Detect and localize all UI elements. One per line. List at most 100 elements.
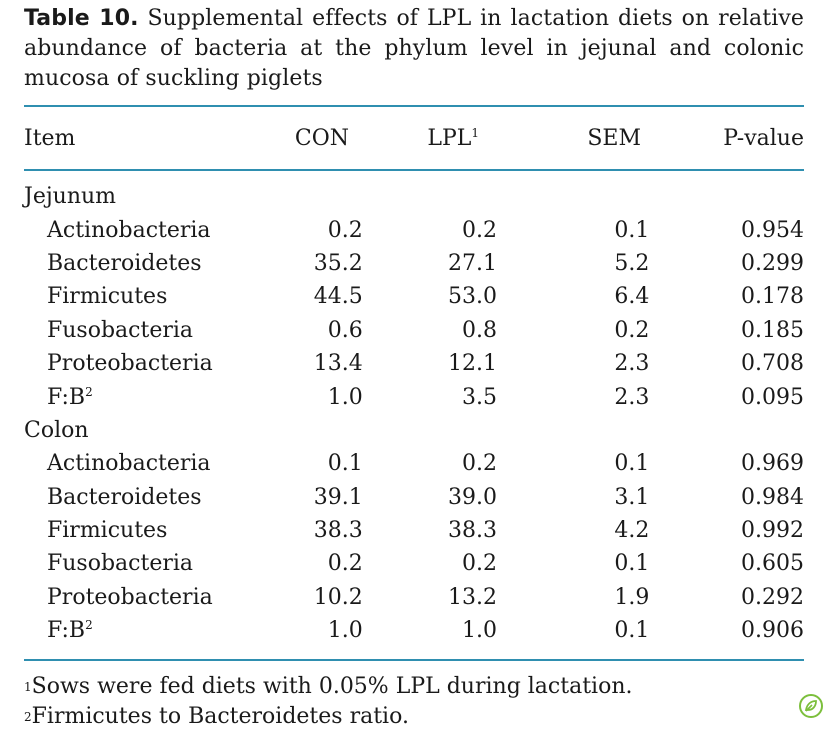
cell-lpl: 53.0 bbox=[447, 284, 497, 310]
cell-con: 38.3 bbox=[313, 518, 363, 544]
cell-con: 35.2 bbox=[313, 250, 363, 276]
header-lpl: LPL1 bbox=[349, 120, 491, 156]
cell-item: Actinobacteria bbox=[24, 213, 272, 246]
cell-con: 0.1 bbox=[327, 451, 363, 477]
cell-item: Bacteroidetes bbox=[24, 247, 272, 280]
table-row: Proteobacteria 13.4 12.1 2.3 0.708 bbox=[24, 347, 804, 380]
cell-item-label: Actinobacteria bbox=[47, 451, 211, 477]
cell-p: 0.708 bbox=[741, 351, 804, 377]
header-item: Item bbox=[24, 125, 76, 151]
table-row: Fusobacteria 0.2 0.2 0.1 0.605 bbox=[24, 547, 804, 580]
bottom-rule bbox=[24, 659, 804, 661]
cell-item-label: Firmicutes bbox=[47, 518, 168, 544]
cell-lpl: 0.2 bbox=[461, 551, 497, 577]
caption-label: Table 10. bbox=[24, 6, 139, 31]
cell-item-label: Proteobacteria bbox=[47, 351, 213, 377]
header-row: Item CON LPL1 SEM P-value bbox=[24, 120, 804, 156]
cell-lpl: 3.5 bbox=[461, 384, 497, 410]
table-row: Firmicutes 38.3 38.3 4.2 0.992 bbox=[24, 514, 804, 547]
cell-item: F:B2 bbox=[24, 614, 272, 647]
table-row: Actinobacteria 0.2 0.2 0.1 0.954 bbox=[24, 213, 804, 246]
header-rule bbox=[24, 169, 804, 171]
table-caption: Table 10. Supplemental effects of LPL in… bbox=[24, 4, 804, 94]
cell-item-label: F:B bbox=[47, 384, 86, 410]
cell-con: 44.5 bbox=[313, 284, 363, 310]
cell-con: 0.6 bbox=[327, 317, 363, 343]
cell-sem: 1.9 bbox=[614, 584, 650, 610]
footnote-2-text: Firmicutes to Bacteroidetes ratio. bbox=[31, 704, 409, 729]
cell-lpl: 12.1 bbox=[447, 351, 497, 377]
cell-item-footnote-mark: 2 bbox=[85, 618, 93, 633]
cell-p: 0.605 bbox=[741, 551, 804, 577]
cell-sem: 0.1 bbox=[614, 451, 650, 477]
cell-lpl: 13.2 bbox=[447, 584, 497, 610]
cell-p: 0.178 bbox=[741, 284, 804, 310]
table-row: F:B2 1.0 1.0 0.1 0.906 bbox=[24, 614, 804, 647]
cell-sem: 2.3 bbox=[614, 384, 650, 410]
cell-sem: 0.2 bbox=[614, 317, 650, 343]
cell-p: 0.969 bbox=[741, 451, 804, 477]
cell-sem: 5.2 bbox=[614, 250, 650, 276]
footnote-1: 1Sows were fed diets with 0.05% LPL duri… bbox=[24, 672, 632, 702]
cell-item-label: Proteobacteria bbox=[47, 584, 213, 610]
cell-item-label: Bacteroidetes bbox=[47, 484, 202, 510]
cell-lpl: 1.0 bbox=[461, 618, 497, 644]
table-row: Actinobacteria 0.1 0.2 0.1 0.969 bbox=[24, 447, 804, 480]
table-container: Table 10. Supplemental effects of LPL in… bbox=[24, 4, 804, 729]
table-row: Bacteroidetes 35.2 27.1 5.2 0.299 bbox=[24, 247, 804, 280]
cell-item: Proteobacteria bbox=[24, 581, 272, 614]
cell-con: 1.0 bbox=[327, 618, 363, 644]
cell-item: Firmicutes bbox=[24, 280, 272, 313]
cell-item: F:B2 bbox=[24, 380, 272, 413]
section-label: Jejunum bbox=[24, 184, 117, 210]
footnotes: 1Sows were fed diets with 0.05% LPL duri… bbox=[24, 672, 632, 732]
cell-sem: 3.1 bbox=[614, 484, 650, 510]
cell-con: 39.1 bbox=[313, 484, 363, 510]
cell-item: Firmicutes bbox=[24, 514, 272, 547]
cell-p: 0.906 bbox=[741, 618, 804, 644]
table-row: Firmicutes 44.5 53.0 6.4 0.178 bbox=[24, 280, 804, 313]
cell-item-label: Bacteroidetes bbox=[47, 250, 202, 276]
cell-p: 0.954 bbox=[741, 217, 804, 243]
cell-con: 10.2 bbox=[313, 584, 363, 610]
table-row: Fusobacteria 0.6 0.8 0.2 0.185 bbox=[24, 314, 804, 347]
caption-text: Supplemental effects of LPL in lactation… bbox=[24, 6, 805, 91]
cell-item-label: F:B bbox=[47, 618, 86, 644]
header-p-value: P-value bbox=[723, 125, 804, 151]
header-con: CON bbox=[294, 125, 349, 151]
cell-con: 0.2 bbox=[327, 217, 363, 243]
cell-sem: 4.2 bbox=[614, 518, 650, 544]
cell-con: 13.4 bbox=[313, 351, 363, 377]
section-row: Colon bbox=[24, 414, 804, 447]
cell-p: 0.299 bbox=[741, 250, 804, 276]
cell-item: Bacteroidetes bbox=[24, 481, 272, 514]
header-sem: SEM bbox=[587, 125, 641, 151]
footnote-2-mark: 2 bbox=[24, 710, 32, 724]
cell-lpl: 27.1 bbox=[447, 250, 497, 276]
header-lpl-label: LPL bbox=[427, 125, 472, 151]
cell-item-label: Fusobacteria bbox=[47, 551, 194, 577]
cell-sem: 0.1 bbox=[614, 217, 650, 243]
table-body: Jejunum Actinobacteria 0.2 0.2 0.1 0.954 Bacte… bbox=[24, 180, 804, 647]
cell-sem: 6.4 bbox=[614, 284, 650, 310]
header-lpl-footnote-mark: 1 bbox=[471, 125, 479, 140]
table-row: Proteobacteria 10.2 13.2 1.9 0.292 bbox=[24, 581, 804, 614]
table-row: Bacteroidetes 39.1 39.0 3.1 0.984 bbox=[24, 481, 804, 514]
cell-con: 1.0 bbox=[327, 384, 363, 410]
cell-item-label: Fusobacteria bbox=[47, 317, 194, 343]
leaf-badge-icon bbox=[799, 694, 823, 718]
cell-item-footnote-mark: 2 bbox=[85, 384, 93, 399]
cell-item: Fusobacteria bbox=[24, 314, 272, 347]
table-row: F:B2 1.0 3.5 2.3 0.095 bbox=[24, 380, 804, 413]
section-label: Colon bbox=[24, 417, 89, 443]
cell-con: 0.2 bbox=[327, 551, 363, 577]
cell-item: Proteobacteria bbox=[24, 347, 272, 380]
cell-p: 0.292 bbox=[741, 584, 804, 610]
cell-item-label: Actinobacteria bbox=[47, 217, 211, 243]
cell-lpl: 0.8 bbox=[461, 317, 497, 343]
cell-lpl: 39.0 bbox=[447, 484, 497, 510]
cell-p: 0.095 bbox=[741, 384, 804, 410]
cell-item: Actinobacteria bbox=[24, 447, 272, 480]
cell-lpl: 0.2 bbox=[461, 451, 497, 477]
cell-p: 0.984 bbox=[741, 484, 804, 510]
